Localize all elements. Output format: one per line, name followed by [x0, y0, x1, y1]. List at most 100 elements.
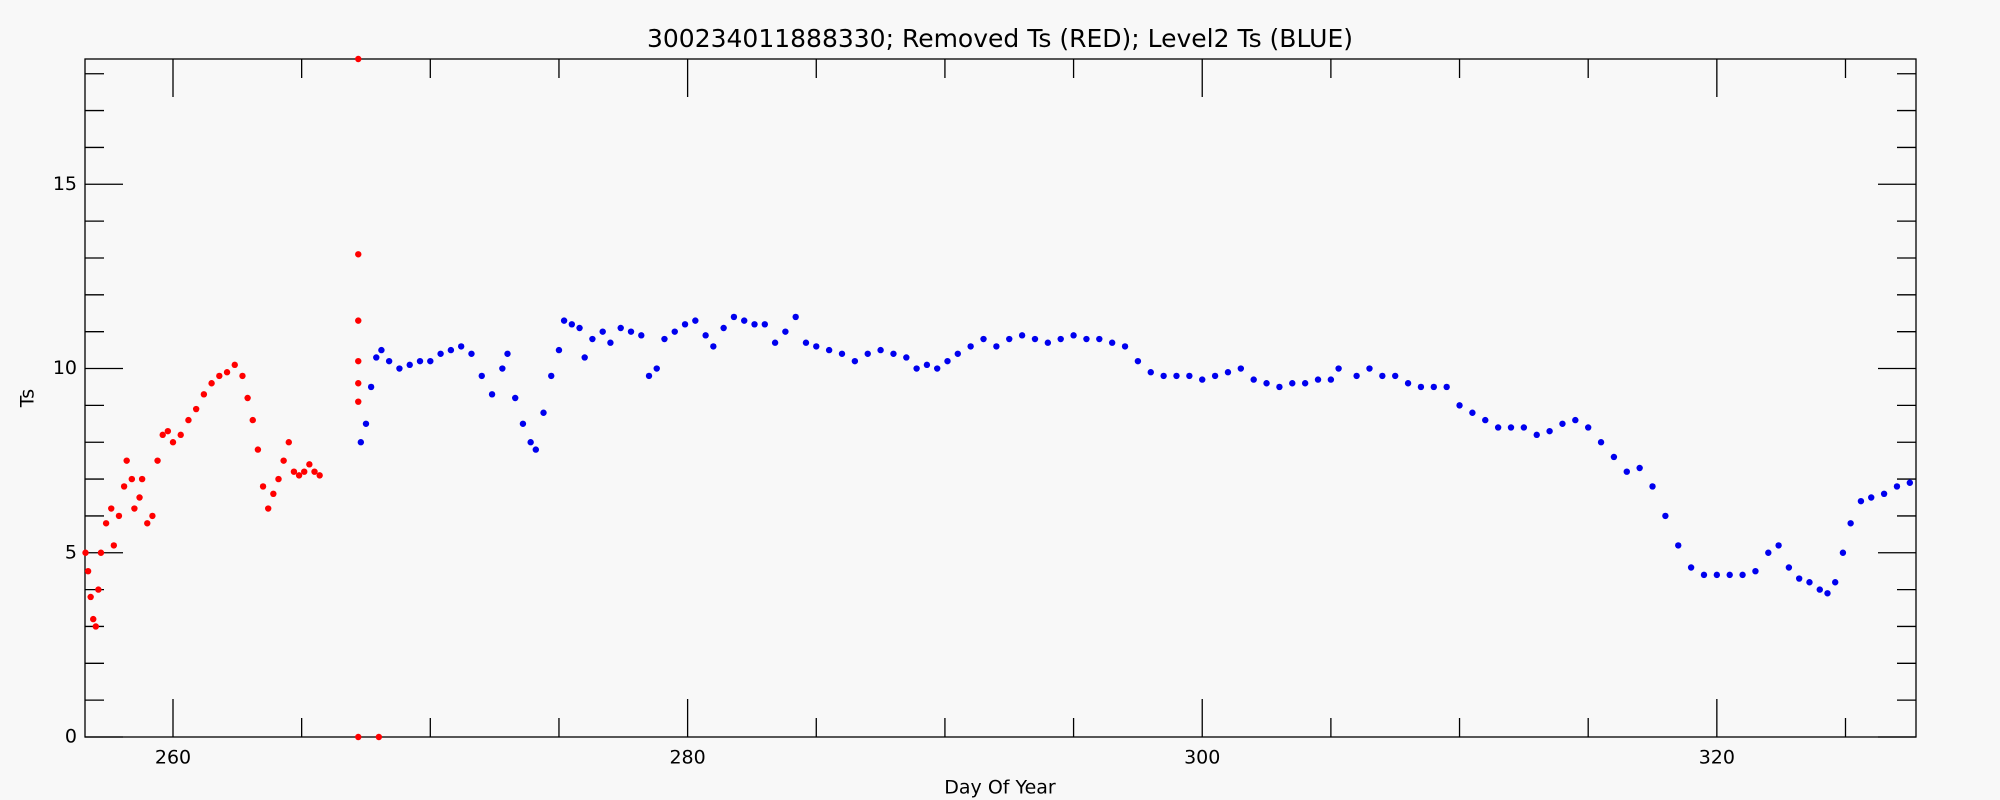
data-point: [653, 365, 660, 372]
data-point: [92, 623, 100, 630]
data-point: [131, 505, 138, 512]
data-point: [488, 391, 496, 398]
data-point: [638, 332, 645, 339]
data-point: [110, 542, 118, 549]
data-point: [95, 586, 102, 593]
data-point: [120, 483, 128, 490]
data-point: [427, 357, 434, 365]
data-point: [504, 350, 511, 357]
data-point: [1584, 424, 1592, 431]
data-point: [1893, 483, 1901, 490]
data-point: [406, 361, 413, 369]
data-point: [1404, 380, 1412, 387]
data-point: [838, 350, 846, 357]
data-point: [980, 335, 987, 343]
data-point: [1636, 464, 1643, 472]
data-point: [692, 317, 699, 324]
data-point: [144, 520, 151, 527]
data-point: [527, 439, 534, 446]
data-point: [362, 420, 370, 427]
data-point: [1546, 427, 1553, 435]
data-point: [1507, 424, 1515, 431]
data-point: [1430, 383, 1438, 391]
data-point: [192, 405, 200, 413]
data-point: [416, 357, 424, 365]
data-point: [311, 468, 318, 475]
data-point: [1392, 372, 1399, 380]
data-point: [468, 350, 475, 357]
data-point: [1018, 332, 1026, 339]
data-point: [290, 468, 298, 475]
data-point: [1108, 339, 1116, 346]
data-point: [1494, 424, 1502, 431]
data-point: [1785, 564, 1793, 571]
data-point: [1847, 520, 1854, 527]
data-point: [607, 339, 614, 346]
x-tick-label: 280: [669, 747, 705, 769]
data-point: [90, 615, 97, 623]
data-point: [357, 439, 365, 446]
data-point: [1700, 571, 1708, 579]
data-point: [661, 335, 668, 343]
data-point: [512, 394, 519, 402]
data-point: [1857, 497, 1865, 505]
data-point: [720, 324, 727, 332]
data-point: [681, 321, 689, 328]
data-point: [741, 317, 748, 324]
data-point: [1044, 339, 1052, 346]
x-tick-label: 320: [1699, 747, 1735, 769]
data-point: [373, 354, 380, 361]
data-point: [499, 365, 506, 372]
data-point: [185, 416, 192, 424]
data-point: [385, 357, 393, 365]
data-point: [1070, 332, 1077, 339]
data-point: [1559, 420, 1566, 427]
data-point: [275, 475, 282, 483]
data-point: [84, 567, 92, 575]
y-tick-label: 10: [53, 357, 77, 379]
data-point: [671, 328, 678, 335]
data-point: [730, 313, 738, 321]
data-point: [568, 321, 576, 328]
data-point: [1649, 483, 1656, 490]
data-point: [1572, 416, 1579, 424]
data-point: [1160, 372, 1167, 380]
data-point: [1752, 567, 1759, 575]
data-point: [378, 346, 385, 354]
data-point: [154, 457, 161, 464]
data-point: [1335, 365, 1342, 372]
data-point: [200, 391, 208, 398]
data-point: [1482, 416, 1489, 424]
data-point: [548, 372, 555, 380]
data-point: [1083, 335, 1090, 343]
data-point: [259, 483, 267, 490]
data-point: [355, 317, 362, 324]
data-point: [1289, 380, 1296, 387]
data-point: [1417, 383, 1425, 391]
data-point: [136, 494, 143, 501]
data-point: [1906, 479, 1914, 486]
data-point: [367, 383, 375, 391]
data-point: [254, 446, 262, 453]
data-point: [1353, 372, 1360, 380]
data-point: [954, 350, 961, 357]
data-point: [1224, 369, 1232, 376]
data-point: [164, 427, 172, 435]
data-point: [447, 346, 455, 354]
data-point: [82, 549, 89, 556]
data-point: [1121, 343, 1129, 350]
data-point: [645, 372, 653, 380]
data-point: [617, 324, 624, 332]
data-point: [1816, 586, 1823, 593]
data-point: [710, 343, 717, 350]
data-point: [761, 321, 769, 328]
data-point: [702, 332, 709, 339]
data-point: [1134, 357, 1142, 365]
data-point: [138, 475, 146, 483]
data-point: [355, 380, 362, 387]
data-point: [1469, 409, 1476, 416]
data-point: [1597, 439, 1605, 446]
data-point: [1263, 380, 1270, 387]
data-point: [1173, 372, 1180, 380]
